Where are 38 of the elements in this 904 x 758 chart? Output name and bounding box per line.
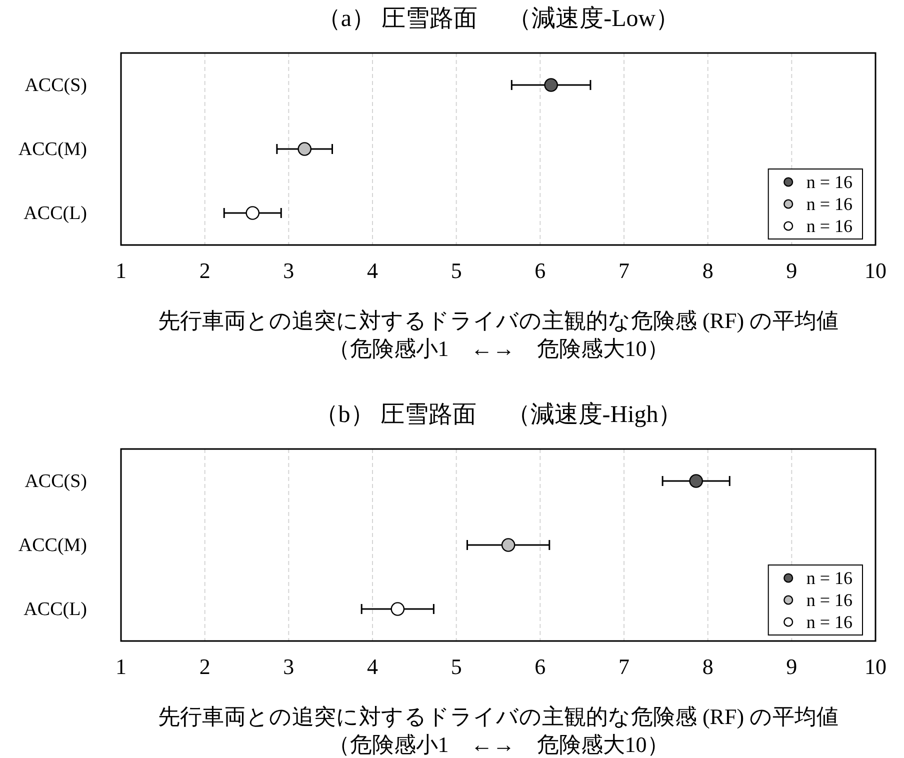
chart-title: （b） 圧雪路面 （減速度-High） (314, 401, 682, 428)
x-tick-label: 3 (283, 654, 294, 679)
x-axis-title: 先行車両との追突に対するドライバの主観的な危険感 (RF) の平均値 (158, 704, 839, 729)
x-tick-label: 7 (618, 654, 630, 679)
x-tick-label: 10 (864, 654, 886, 679)
legend-label: n = 16 (806, 194, 852, 214)
x-tick-label: 3 (283, 258, 294, 283)
y-tick-label: ACC(M) (18, 535, 87, 556)
legend-label: n = 16 (806, 568, 852, 588)
x-tick-label: 8 (702, 654, 714, 679)
x-tick-label: 6 (534, 258, 546, 283)
x-tick-label: 1 (116, 654, 126, 679)
text: （危険感小1 ←→ 危険感大10） (328, 336, 669, 361)
x-tick-label: 1 (116, 258, 126, 283)
chart-title: （a） 圧雪路面 （減速度-Low） (316, 5, 680, 32)
x-tick-label: 8 (702, 258, 714, 283)
x-tick-label: 10 (864, 258, 886, 283)
y-tick-label: ACC(L) (24, 599, 87, 620)
x-axis-title: 先行車両との追突に対するドライバの主観的な危険感 (RF) の平均値 (158, 308, 839, 333)
y-tick-label: ACC(M) (18, 139, 87, 160)
y-tick-label: ACC(S) (24, 75, 87, 96)
x-tick-label: 9 (786, 654, 798, 679)
x-tick-label: 6 (534, 654, 546, 679)
text: （危険感小1 ←→ 危険感大10） (328, 732, 669, 757)
x-tick-label: 2 (199, 654, 210, 679)
x-tick-label: 5 (450, 654, 462, 679)
x-tick-label: 4 (367, 654, 378, 679)
legend-label: n = 16 (806, 612, 852, 632)
x-tick-label: 9 (786, 258, 798, 283)
legend-label: n = 16 (806, 172, 852, 192)
x-tick-label: 2 (199, 258, 210, 283)
x-tick-label: 4 (367, 258, 378, 283)
legend-label: n = 16 (806, 216, 852, 236)
x-tick-label: 7 (618, 258, 630, 283)
legend-label: n = 16 (806, 590, 852, 610)
x-tick-label: 5 (450, 258, 462, 283)
y-tick-label: ACC(L) (24, 203, 87, 224)
y-tick-label: ACC(S) (24, 471, 87, 492)
